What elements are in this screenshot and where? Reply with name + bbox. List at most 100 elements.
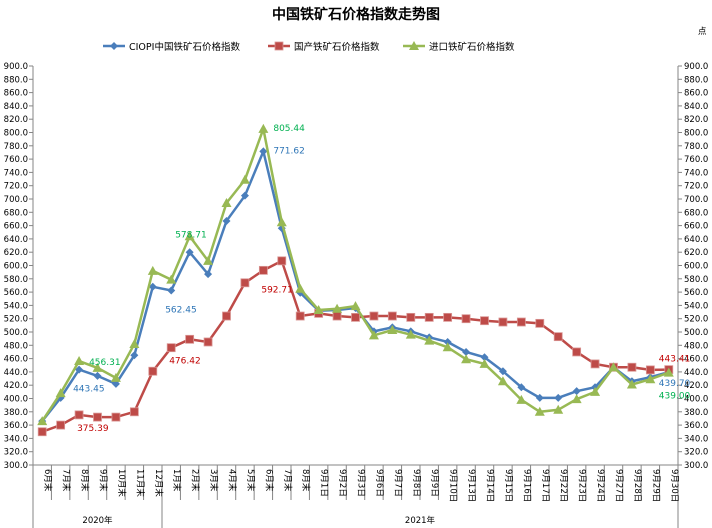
triangle-marker [110, 372, 121, 382]
triangle-marker [129, 338, 140, 348]
y-tick-label-right: 540.0 [684, 301, 708, 311]
x-group-label: 2020年 [82, 515, 113, 526]
triangle-marker [313, 305, 324, 315]
x-tick-label: 9月13日 [466, 469, 476, 502]
square-marker [74, 410, 84, 420]
x-tick-label: 9月14日 [485, 469, 495, 502]
triangle-marker [405, 329, 416, 339]
x-tick-label: 11月末 [134, 469, 145, 497]
square-marker [37, 427, 47, 437]
y-tick-label-left: 620.0 [4, 248, 28, 258]
data-label: 578.71 [175, 231, 207, 241]
y-tick-label-right: 860.0 [684, 89, 708, 99]
y-tick-label-left: 300.0 [4, 461, 28, 471]
y-tick-label-left: 860.0 [4, 89, 28, 99]
triangle-marker [239, 174, 250, 184]
triangle-marker [442, 342, 453, 352]
square-marker [461, 314, 471, 324]
y-tick-label-right: 400.0 [684, 395, 708, 405]
series-line [41, 147, 670, 422]
diamond-marker [240, 191, 249, 200]
diamond-marker [148, 282, 157, 291]
y-tick-label-left: 680.0 [4, 208, 28, 218]
diamond-marker [130, 351, 139, 360]
legend-label: 进口铁矿石价格指数 [429, 41, 515, 53]
triangle-marker [166, 274, 177, 284]
y-tick-label-right: 500.0 [684, 328, 708, 338]
data-label: 443.45 [73, 385, 105, 395]
square-marker [111, 412, 121, 422]
square-marker [203, 337, 213, 347]
data-label: 375.39 [77, 424, 109, 434]
diamond-marker [259, 147, 268, 156]
triangle-marker [37, 416, 48, 426]
y-tick-label-left: 780.0 [4, 142, 28, 152]
y-tick-label-right: 620.0 [684, 248, 708, 258]
x-tick-label: 9月15日 [503, 469, 513, 502]
triangle-marker [424, 335, 435, 345]
y-tick-label-right: 840.0 [684, 102, 708, 112]
triangle-marker [203, 255, 214, 265]
x-tick-label: 9月30日 [669, 469, 679, 502]
square-marker [166, 343, 176, 353]
x-tick-label: 9月2日 [337, 469, 347, 497]
y-tick-label-left: 380.0 [4, 408, 28, 418]
x-tick-label: 1月末 [171, 469, 182, 492]
x-tick-label: 9月23日 [577, 469, 587, 502]
x-tick-label: 5月末 [245, 469, 256, 492]
data-label: 443.41 [659, 355, 691, 365]
x-tick-label: 8月末 [300, 469, 311, 492]
y-tick-label-right: 720.0 [684, 182, 708, 192]
triangle-marker [409, 41, 419, 50]
y-tick-label-left: 760.0 [4, 155, 28, 165]
square-marker [443, 312, 453, 322]
triangle-marker [276, 217, 287, 227]
triangle-marker [663, 367, 674, 377]
x-tick-label: 9月29日 [650, 469, 660, 502]
square-marker [369, 311, 379, 321]
data-labels: 443.45 562.45 771.62 439.70 375.39 476.42 592.… [73, 124, 690, 434]
diamond-marker [110, 42, 118, 50]
y-tick-label-left: 880.0 [4, 75, 28, 85]
x-tick-label: 9月1日 [319, 469, 329, 497]
square-marker [332, 311, 342, 321]
x-tick-label: 6月末 [42, 469, 53, 492]
data-label: 439.00 [659, 392, 691, 402]
triangle-marker [258, 123, 269, 133]
x-tick-label: 3月末 [208, 469, 219, 492]
y-tick-label-left: 800.0 [4, 129, 28, 139]
triangle-marker [387, 325, 398, 335]
y-tick-label-right: 560.0 [684, 288, 708, 298]
y-tick-label-left: 460.0 [4, 355, 28, 365]
triangle-marker [479, 358, 490, 368]
y-tick-label-left: 580.0 [4, 275, 28, 285]
square-marker [185, 334, 195, 344]
square-marker [516, 317, 526, 327]
x-tick-label: 9月末 [98, 469, 109, 492]
square-marker [277, 256, 287, 266]
square-marker [93, 412, 102, 422]
triangle-marker [645, 374, 656, 384]
triangle-marker [497, 376, 508, 386]
x-tick-label: 9月17日 [540, 469, 550, 502]
y-tick-label-right: 380.0 [684, 408, 708, 418]
triangle-marker [516, 394, 527, 404]
triangle-marker [461, 354, 472, 364]
triangle-marker [55, 388, 66, 398]
square-marker [627, 362, 637, 372]
square-marker [553, 332, 563, 342]
triangle-marker [295, 283, 306, 293]
y-tick-label-left: 420.0 [4, 381, 28, 391]
x-tick-label: 9月6日 [374, 469, 384, 497]
x-tick-label: 7月末 [61, 469, 72, 492]
square-marker [406, 312, 416, 322]
y-tick-label-left: 320.0 [4, 448, 28, 458]
square-marker [572, 347, 582, 357]
y-tick-label-right: 320.0 [684, 448, 708, 458]
diamond-marker [498, 367, 507, 376]
triangle-marker [626, 379, 637, 389]
y-tick-label-right: 440.0 [684, 368, 708, 378]
y-tick-label-right: 680.0 [684, 208, 708, 218]
y-tick-label-left: 480.0 [4, 341, 28, 351]
diamond-marker [204, 270, 213, 279]
